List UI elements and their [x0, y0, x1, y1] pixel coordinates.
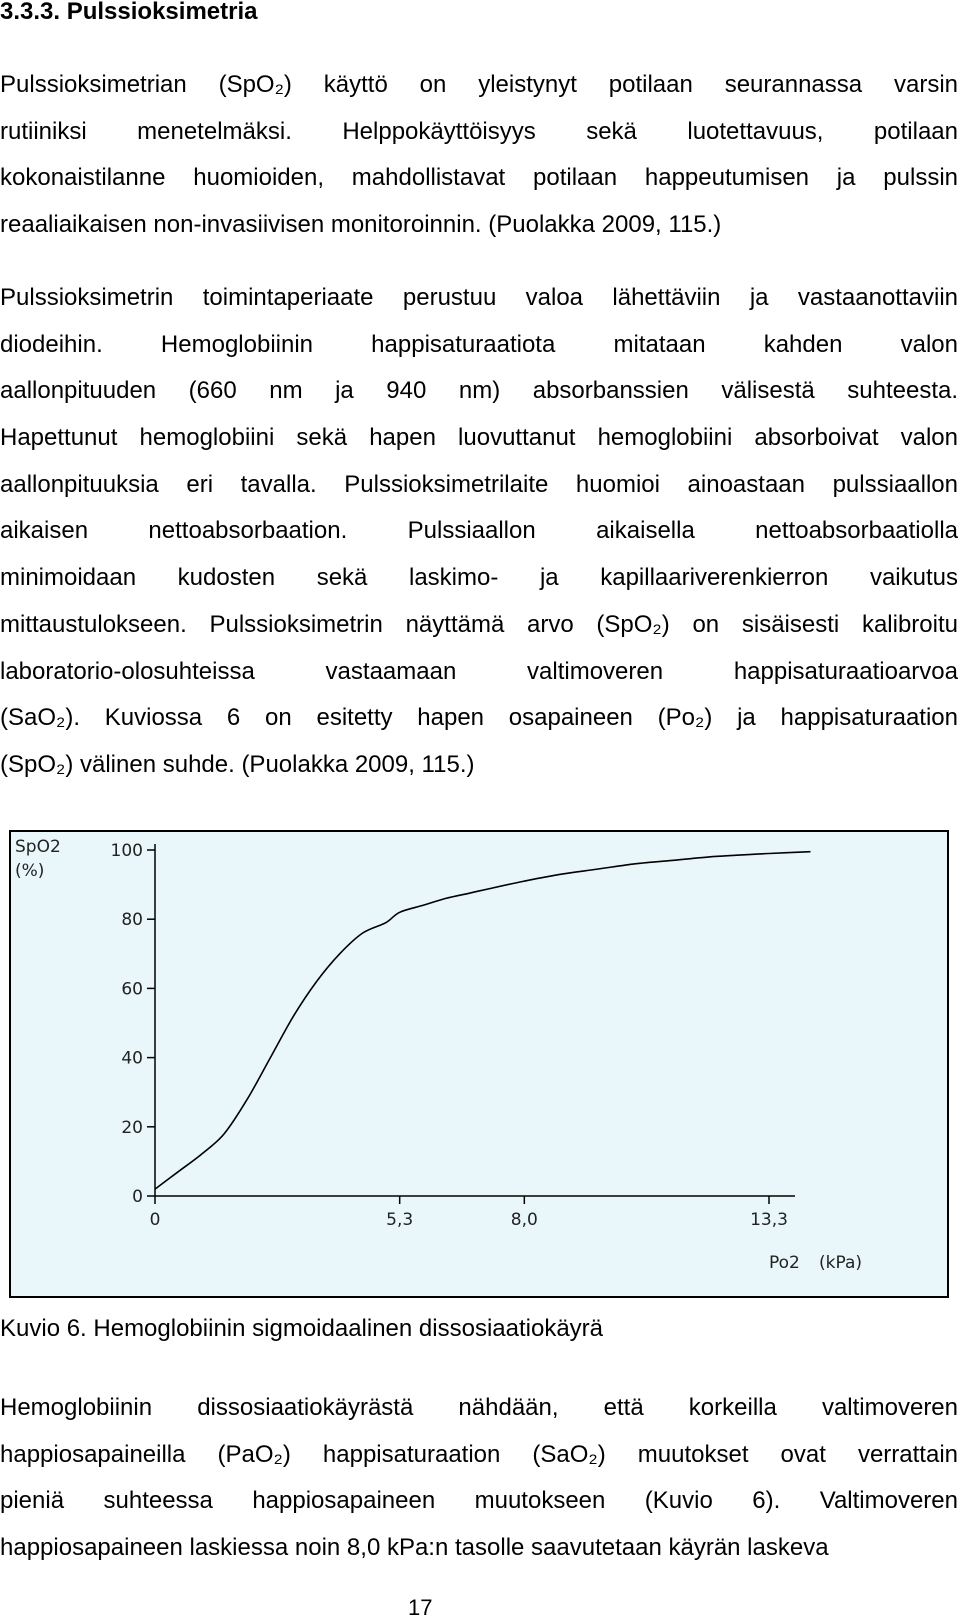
figure-chart: 0 20 40 60 80 100 0 5,3 8,0 13,3 SpO2 (%) Po2 (kPa)	[9, 830, 949, 1298]
paragraph-1: Pulssioksimetrian (SpO₂) käyttö on yleis…	[0, 62, 958, 249]
paragraph-line: aikaisen nettoabsorbaation. Pulssiaallon…	[0, 517, 958, 545]
paragraph-2: Pulssioksimetrin toimintaperiaate perust…	[0, 275, 958, 789]
y-tick-label: 0	[132, 1187, 143, 1207]
section-heading: 3.3.3. Pulssioksimetria	[0, 0, 258, 25]
paragraph-line: Pulssioksimetrian (SpO₂) käyttö on yleis…	[0, 71, 958, 98]
page-number: 17	[408, 1595, 433, 1620]
x-tick-label: 8,0	[511, 1210, 538, 1230]
paragraph-line: laboratorio-olosuhteissa vastaamaan valt…	[0, 657, 958, 685]
y-tick-label: 100	[111, 841, 143, 861]
x-tick-label: 5,3	[386, 1210, 413, 1230]
paragraph-line: kokonaistilanne huomioiden, mahdollistav…	[0, 164, 958, 192]
x-tick-label: 0	[150, 1210, 161, 1230]
paragraph-3: Hemoglobiinin dissosiaatiokäyrästä nähdä…	[0, 1385, 958, 1572]
figure-caption: Kuvio 6. Hemoglobiinin sigmoidaalinen di…	[0, 1315, 603, 1342]
x-tick-label: 13,3	[750, 1210, 788, 1230]
paragraph-line: diodeihin. Hemoglobiinin happisaturaatio…	[0, 330, 958, 358]
y-axis-label: SpO2	[15, 837, 61, 857]
chart-background	[9, 830, 949, 1298]
paragraph-line: happiosapaineilla (PaO₂) happisaturaatio…	[0, 1440, 958, 1468]
y-tick-label: 60	[121, 979, 143, 999]
dissociation-curve-chart: 0 20 40 60 80 100 0 5,3 8,0 13,3 SpO2 (%) Po2 (kPa)	[9, 830, 949, 1298]
dissociation-curve-line	[154, 850, 811, 1190]
x-axis-label: Po2	[769, 1253, 800, 1273]
y-tick-label: 20	[121, 1118, 143, 1138]
paragraph-line: rutiiniksi menetelmäksi. Helppokäyttöisy…	[0, 117, 958, 145]
paragraph-line: Pulssioksimetrin toimintaperiaate perust…	[0, 284, 958, 311]
x-axis-unit: (kPa)	[819, 1253, 862, 1273]
paragraph-line: (SaO₂). Kuviossa 6 on esitetty hapen osa…	[0, 704, 958, 732]
paragraph-line: aallonpituuden (660 nm ja 940 nm) absorb…	[0, 377, 958, 405]
y-tick-label: 80	[121, 910, 143, 930]
paragraph-line: minimoidaan kudosten sekä laskimo- ja ka…	[0, 564, 958, 592]
paragraph-line: pieniä suhteessa happiosapaineen muutoks…	[0, 1487, 958, 1515]
paragraph-line: aallonpituuksia eri tavalla. Pulssioksim…	[0, 470, 958, 498]
paragraph-line: mittaustulokseen. Pulssioksimetrin näytt…	[0, 610, 958, 638]
paragraph-line: reaaliaikaisen non-invasiivisen monitoro…	[0, 211, 722, 239]
paragraph-line: (SpO₂) välinen suhde. (Puolakka 2009, 11…	[0, 750, 475, 778]
paragraph-line: Hemoglobiinin dissosiaatiokäyrästä nähdä…	[0, 1394, 958, 1421]
paragraph-line: Hapettunut hemoglobiini sekä hapen luovu…	[0, 424, 958, 452]
y-tick-label: 40	[121, 1049, 143, 1069]
y-axis-unit: (%)	[15, 861, 44, 881]
paragraph-line: happiosapaineen laskiessa noin 8,0 kPa:n…	[0, 1534, 829, 1562]
